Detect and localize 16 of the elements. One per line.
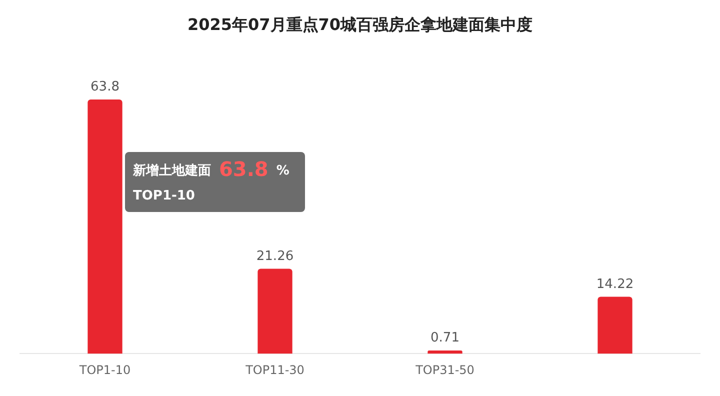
bar <box>598 296 632 354</box>
annotation: % <box>276 163 290 178</box>
data-label: 21.26 <box>256 248 294 264</box>
annotation: 新增土地建面 <box>132 162 211 178</box>
data-label: 14.22 <box>596 276 634 292</box>
data-label: 63.8 <box>90 80 120 95</box>
annotation: TOP1-10 <box>133 188 195 204</box>
data-label: 0.71 <box>430 330 460 346</box>
annotation: 63.8 <box>219 157 268 182</box>
x-tick-label: TOP1-10 <box>78 362 131 377</box>
x-tick-label: TOP11-30 <box>244 362 304 377</box>
bar <box>428 350 462 354</box>
bar <box>88 100 122 354</box>
bar <box>258 268 292 354</box>
x-tick-label: TOP31-50 <box>414 362 474 377</box>
chart-title: 2025年07月重点70城百强房企拿地建面集中度 <box>187 14 533 34</box>
